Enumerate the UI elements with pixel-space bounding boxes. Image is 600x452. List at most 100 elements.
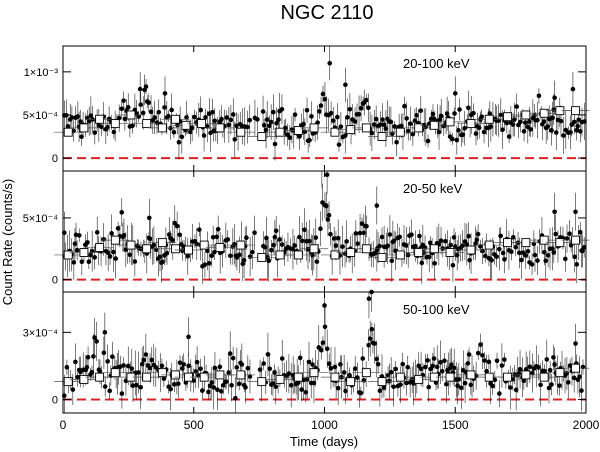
data-point — [273, 384, 279, 390]
data-point — [137, 86, 143, 92]
data-point — [343, 82, 348, 88]
data-point — [221, 382, 226, 388]
data-point — [276, 117, 281, 122]
data-point — [170, 238, 176, 243]
data-point — [474, 237, 480, 243]
binned-point — [521, 370, 531, 380]
data-point — [443, 238, 448, 244]
binned-point — [170, 244, 180, 254]
data-point — [261, 122, 267, 128]
data-point — [247, 254, 253, 259]
data-point — [85, 354, 91, 360]
data-point — [206, 260, 212, 266]
data-point — [161, 376, 167, 382]
data-point — [263, 127, 269, 133]
data-point — [373, 116, 379, 122]
data-point — [324, 172, 330, 178]
data-point — [484, 368, 489, 374]
data-point — [130, 383, 136, 388]
data-point — [92, 130, 98, 135]
data-point — [122, 116, 128, 122]
data-point — [393, 366, 398, 372]
data-point — [127, 252, 133, 258]
data-point — [426, 384, 432, 390]
data-point — [473, 131, 479, 136]
data-point — [510, 235, 516, 240]
binned-point — [126, 240, 136, 250]
data-point — [371, 122, 377, 127]
binned-point — [293, 126, 303, 135]
data-point — [535, 258, 540, 263]
data-point — [148, 109, 154, 115]
data-point — [462, 125, 467, 131]
data-point — [171, 129, 177, 135]
data-point — [269, 247, 274, 253]
data-point — [177, 360, 183, 365]
data-point — [107, 388, 113, 394]
data-point — [140, 110, 146, 116]
binned-point — [555, 368, 565, 378]
data-point — [317, 109, 322, 114]
data-point — [340, 244, 345, 249]
data-point — [223, 379, 229, 384]
x-tick-label: 1000 — [311, 418, 338, 432]
data-point — [545, 124, 551, 129]
data-point — [186, 363, 191, 369]
x-axis-label: Time (days) — [290, 434, 358, 449]
data-point — [525, 248, 531, 254]
data-point — [318, 347, 324, 353]
data-point — [301, 121, 306, 127]
data-point — [146, 100, 152, 105]
data-point — [196, 373, 201, 378]
data-point — [151, 242, 157, 248]
data-point — [121, 233, 127, 238]
data-point — [391, 384, 396, 390]
data-point — [129, 366, 135, 371]
data-point — [338, 362, 343, 367]
data-point — [366, 342, 371, 348]
data-point — [115, 226, 121, 231]
data-point — [171, 382, 177, 387]
data-point — [64, 364, 70, 370]
data-point — [551, 355, 556, 360]
binned-point — [309, 123, 319, 133]
data-point — [101, 350, 107, 356]
data-point — [573, 209, 578, 215]
data-point — [326, 361, 332, 367]
data-point — [543, 258, 549, 264]
data-point — [76, 233, 82, 238]
data-point — [347, 106, 353, 112]
data-point — [302, 227, 307, 233]
data-point — [288, 382, 294, 388]
data-point — [466, 352, 472, 357]
data-point — [580, 248, 585, 254]
data-point — [111, 249, 116, 255]
data-point — [111, 129, 117, 135]
data-point — [188, 129, 193, 135]
data-point — [194, 359, 200, 365]
data-point — [245, 365, 251, 371]
data-point — [130, 123, 135, 129]
panel-2: 0 5×10⁻⁴ 20-50 keV — [23, 170, 590, 293]
data-point — [364, 97, 369, 103]
data-point — [492, 377, 498, 383]
data-point — [243, 385, 248, 390]
data-point — [576, 117, 582, 122]
data-point — [352, 366, 358, 371]
data-point — [230, 355, 236, 361]
data-point — [451, 235, 457, 240]
data-point — [297, 234, 302, 240]
data-point — [225, 237, 231, 242]
data-point — [364, 224, 369, 229]
data-point — [450, 136, 455, 142]
data-point — [567, 231, 572, 236]
data-point — [531, 241, 537, 247]
data-point — [377, 243, 382, 249]
data-point — [324, 346, 330, 352]
data-point — [410, 131, 416, 137]
data-point — [578, 129, 583, 134]
data-point — [580, 364, 586, 370]
data-point — [538, 382, 543, 388]
data-point — [343, 388, 348, 394]
